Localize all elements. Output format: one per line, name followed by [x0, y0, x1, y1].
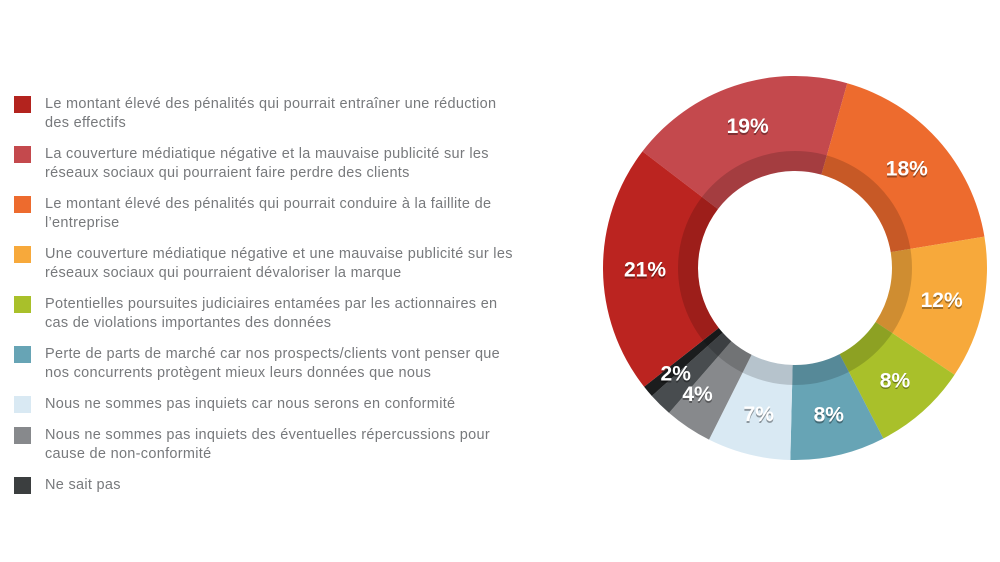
slice-value-label: 8% [814, 405, 845, 428]
donut-slice [603, 151, 719, 387]
legend-item: Le montant élevé des pénalités qui pourr… [14, 195, 589, 233]
legend-item: Le montant élevé des pénalités qui pourr… [14, 95, 589, 133]
legend-item: La couverture médiatique négative et la … [14, 145, 589, 183]
legend-item: Potentielles poursuites judiciaires enta… [14, 295, 589, 333]
donut-chart: 19% 19% 18% 18% 12% 12% 8% 8% 8% 8% 7% 7% 4% 4% 2% 2% 21… [595, 60, 995, 470]
donut-slice [790, 354, 884, 460]
donut-slice [651, 332, 732, 413]
slice-value-label: 7% [744, 405, 775, 428]
slice-value-label: 19% [727, 115, 769, 138]
slice-value-label: 21% [624, 259, 666, 282]
slice-value-label: 7% [744, 403, 775, 426]
legend-swatch-icon [14, 396, 31, 413]
donut-slice [839, 321, 955, 439]
legend-swatch-icon [14, 346, 31, 363]
legend-swatch-icon [14, 96, 31, 113]
slice-value-label: 21% [624, 260, 666, 283]
slice-value-label: 8% [814, 404, 845, 427]
slice-value-label: 19% [727, 117, 769, 140]
legend-label: Perte de parts de marché car nos prospec… [45, 346, 501, 381]
legend-item: Une couverture médiatique négative et un… [14, 245, 589, 283]
legend-swatch-icon [14, 427, 31, 444]
donut-slice [644, 327, 723, 396]
legend-item: Nous ne sommes pas inquiets des éventuel… [14, 426, 589, 464]
slice-value-label: 18% [886, 158, 928, 181]
donut-slice [642, 75, 848, 210]
slice-value-label: 4% [682, 383, 713, 406]
legend-label: Le montant élevé des pénalités qui pourr… [45, 196, 492, 231]
slice-value-label: 2% [661, 363, 692, 386]
slice-value-label: 18% [886, 159, 928, 182]
legend-item: Perte de parts de marché car nos prospec… [14, 345, 589, 383]
legend-label: Le montant élevé des pénalités qui pourr… [45, 96, 497, 131]
legend-swatch-icon [14, 477, 31, 494]
donut-slice [875, 236, 987, 375]
donut-chart-svg: 19%19%18%18%12%12%8%8%8%8%7%7%4%4%2%2%21… [603, 75, 987, 460]
donut-slice [821, 83, 985, 253]
legend-swatch-icon [14, 146, 31, 163]
legend-label: Nous ne sommes pas inquiets des éventuel… [45, 427, 490, 462]
slice-value-label: 12% [921, 291, 963, 314]
legend: Le montant élevé des pénalités qui pourr… [14, 95, 589, 507]
legend-label: Potentielles poursuites judiciaires enta… [45, 296, 498, 331]
legend-label: La couverture médiatique négative et la … [45, 146, 489, 181]
slice-value-label: 8% [880, 371, 911, 394]
legend-label: Nous ne sommes pas inquiets car nous ser… [45, 396, 456, 412]
legend-swatch-icon [14, 296, 31, 313]
donut-inner-shadow [678, 151, 912, 385]
legend-swatch-icon [14, 246, 31, 263]
slice-value-label: 8% [880, 369, 911, 392]
donut-slice [709, 354, 793, 460]
slice-value-label: 12% [921, 289, 963, 312]
legend-item: Nous ne sommes pas inquiets car nous ser… [14, 395, 589, 414]
legend-label: Ne sait pas [45, 477, 121, 493]
legend-swatch-icon [14, 196, 31, 213]
slice-value-label: 2% [661, 364, 692, 387]
legend-label: Une couverture médiatique négative et un… [45, 246, 513, 281]
legend-item: Ne sait pas [14, 476, 589, 495]
donut-slice [669, 341, 752, 440]
slice-value-label: 4% [682, 385, 713, 408]
